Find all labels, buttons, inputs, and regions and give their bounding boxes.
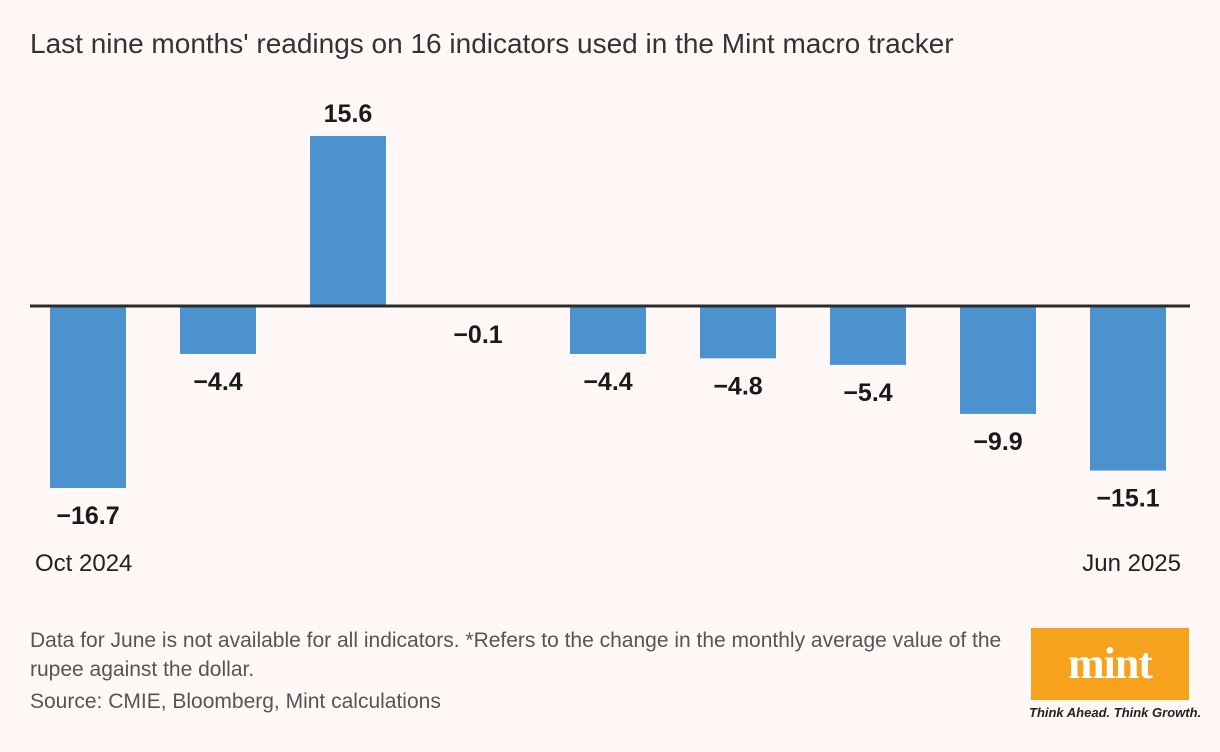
bar-3 <box>310 135 386 306</box>
bar-7 <box>830 306 906 365</box>
bar-5 <box>570 306 646 354</box>
bar-value-label-5: −4.4 <box>583 368 632 396</box>
bar-value-label-4: −0.1 <box>453 321 502 349</box>
chart-title: Last nine months' readings on 16 indicat… <box>30 28 954 59</box>
mint-logo: mint <box>1031 628 1189 700</box>
source-note: Source: CMIE, Bloomberg, Mint calculatio… <box>30 690 441 713</box>
bar-value-label-9: −15.1 <box>1096 485 1159 513</box>
bar-9 <box>1090 306 1166 471</box>
bar-value-label-1: −16.7 <box>56 502 119 530</box>
x-tick-label-1: Oct 2024 <box>35 550 132 577</box>
bar-value-label-6: −4.8 <box>713 372 762 400</box>
x-tick-label-9: Jun 2025 <box>1082 550 1181 577</box>
bar-value-label-7: −5.4 <box>843 379 892 407</box>
bar-2 <box>180 306 256 354</box>
bar-value-label-8: −9.9 <box>973 428 1022 456</box>
bar-6 <box>700 306 776 359</box>
bar-chart: −16.7 −4.4 15.6 −0.1 −4.4 −4.8 −5.4 −9.9 −15.1 Oc… <box>30 100 1190 577</box>
bar-1 <box>50 306 126 489</box>
mint-logo-text: mint <box>1068 639 1153 688</box>
bar-value-label-2: −4.4 <box>193 368 242 396</box>
bar-value-label-3: 15.6 <box>324 100 373 128</box>
footnote: Data for June is not available for all i… <box>30 629 1002 681</box>
brand-tagline: Think Ahead. Think Growth. <box>1029 705 1202 720</box>
bar-8 <box>960 306 1036 414</box>
